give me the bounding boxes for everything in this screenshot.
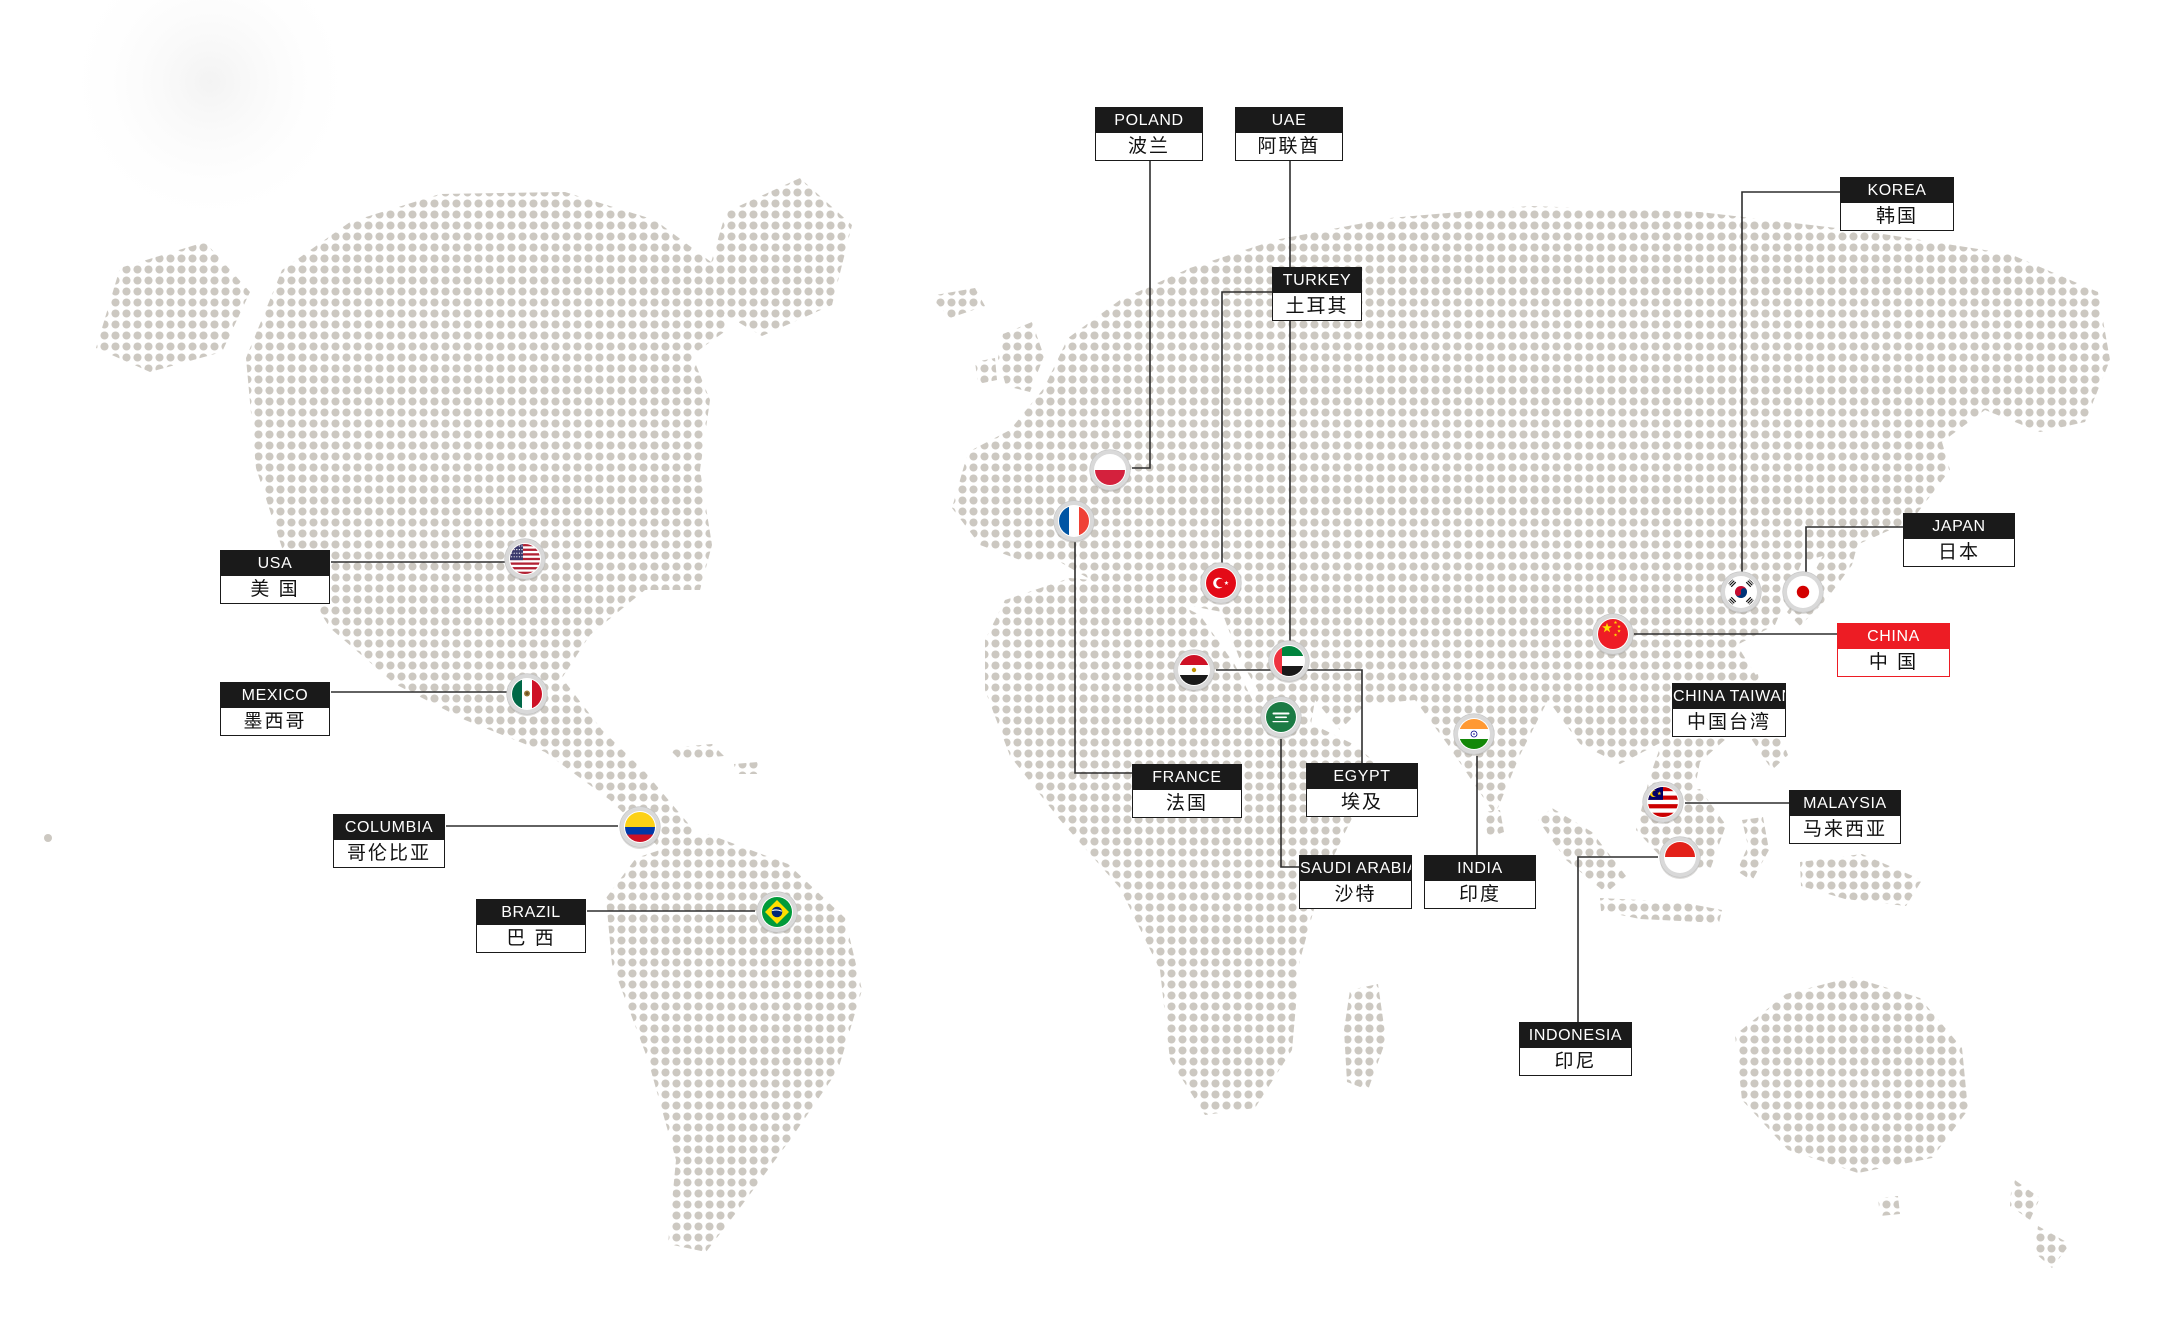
france-connector-line <box>1074 542 1132 774</box>
china-taiwan-label: CHINA TAIWAN 中国台湾 <box>1672 683 1786 737</box>
china-flag-icon <box>1592 613 1634 656</box>
indonesia-label-zh: 印尼 <box>1554 1051 1597 1072</box>
poland-label-en: POLAND <box>1096 108 1202 133</box>
china-map-pin[interactable] <box>1591 612 1635 656</box>
france-label-zh: 法国 <box>1165 793 1208 814</box>
indonesia-map-pin[interactable] <box>1658 835 1702 879</box>
brazil-label-zh: 巴 西 <box>506 928 556 949</box>
japan-label-en: JAPAN <box>1904 514 2014 539</box>
korea-map-pin[interactable] <box>1719 570 1763 614</box>
china-label: CHINA 中 国 <box>1837 623 1950 677</box>
india-label: INDIA 印度 <box>1424 855 1536 909</box>
china-label-en: CHINA <box>1838 624 1949 649</box>
mexico-label-zh: 墨西哥 <box>243 711 307 732</box>
egypt-label: EGYPT 埃及 <box>1306 763 1418 817</box>
brazil-label-en: BRAZIL <box>477 900 585 925</box>
turkey-label-en: TURKEY <box>1273 268 1361 293</box>
columbia-flag-icon <box>619 806 661 849</box>
saudi-arabia-label: SAUDI ARABIA 沙特 <box>1299 855 1412 909</box>
brazil-flag-icon <box>756 891 798 934</box>
korea-label: KOREA 韩国 <box>1840 177 1954 231</box>
poland-label: POLAND 波兰 <box>1095 107 1203 161</box>
mexico-flag-icon <box>506 673 548 716</box>
japan-flag-icon <box>1782 571 1824 614</box>
uae-label-zh: 阿联酋 <box>1257 136 1321 157</box>
turkey-flag-icon <box>1200 562 1242 605</box>
turkey-label-zh: 土耳其 <box>1285 296 1349 317</box>
indonesia-label-en: INDONESIA <box>1520 1023 1631 1048</box>
malaysia-label: MALAYSIA 马来西亚 <box>1789 790 1901 844</box>
uae-label-en: UAE <box>1236 108 1342 133</box>
mexico-map-pin[interactable] <box>505 672 549 716</box>
malaysia-map-pin[interactable] <box>1641 780 1685 824</box>
brazil-label: BRAZIL 巴 西 <box>476 899 586 953</box>
turkey-map-pin[interactable] <box>1199 561 1243 605</box>
korea-label-zh: 韩国 <box>1875 206 1918 227</box>
uae-map-pin[interactable] <box>1267 639 1311 683</box>
mexico-label-en: MEXICO <box>221 683 329 708</box>
columbia-map-pin[interactable] <box>618 805 662 849</box>
indonesia-label: INDONESIA 印尼 <box>1519 1022 1632 1076</box>
malaysia-flag-icon <box>1642 781 1684 824</box>
japan-map-pin[interactable] <box>1781 570 1825 614</box>
poland-connector-line <box>1132 161 1151 469</box>
poland-flag-icon <box>1089 449 1131 492</box>
malaysia-label-zh: 马来西亚 <box>1802 819 1887 840</box>
korea-label-en: KOREA <box>1841 178 1953 203</box>
japan-label-zh: 日本 <box>1937 542 1980 563</box>
france-map-pin[interactable] <box>1052 499 1096 543</box>
saudi-arabia-label-zh: 沙特 <box>1334 884 1377 905</box>
france-flag-icon <box>1053 500 1095 543</box>
usa-label-en: USA <box>221 551 329 576</box>
indonesia-flag-icon <box>1659 836 1701 879</box>
columbia-label-en: COLUMBIA <box>334 815 444 840</box>
turkey-connector-line <box>1221 291 1272 563</box>
usa-label: USA 美 国 <box>220 550 330 604</box>
india-label-en: INDIA <box>1425 856 1535 881</box>
background-smudge <box>60 0 360 232</box>
korea-connector-line <box>1741 191 1840 572</box>
saudi-arabia-connector-line <box>1280 739 1299 868</box>
mexico-label: MEXICO 墨西哥 <box>220 682 330 736</box>
usa-label-zh: 美 国 <box>250 579 300 600</box>
egypt-map-pin[interactable] <box>1172 648 1216 692</box>
china-label-zh: 中 国 <box>1868 652 1919 673</box>
turkey-label: TURKEY 土耳其 <box>1272 267 1362 321</box>
france-label-en: FRANCE <box>1133 765 1241 790</box>
poland-label-zh: 波兰 <box>1127 136 1170 157</box>
egypt-label-en: EGYPT <box>1307 764 1417 789</box>
india-flag-icon <box>1453 713 1495 756</box>
columbia-label-zh: 哥伦比亚 <box>346 843 431 864</box>
usa-map-pin[interactable] <box>503 537 547 581</box>
usa-flag-icon <box>504 538 546 581</box>
india-map-pin[interactable] <box>1452 712 1496 756</box>
brazil-map-pin[interactable] <box>755 890 799 934</box>
china-taiwan-label-zh: 中国台湾 <box>1686 712 1771 733</box>
india-label-zh: 印度 <box>1458 884 1501 905</box>
columbia-label: COLUMBIA 哥伦比亚 <box>333 814 445 868</box>
egypt-connector-line <box>1216 669 1363 763</box>
japan-label: JAPAN 日本 <box>1903 513 2015 567</box>
uae-flag-icon <box>1268 640 1310 683</box>
egypt-label-zh: 埃及 <box>1340 792 1383 813</box>
france-label: FRANCE 法国 <box>1132 764 1242 818</box>
saudi-arabia-flag-icon <box>1260 696 1302 739</box>
malaysia-label-en: MALAYSIA <box>1790 791 1900 816</box>
poland-map-pin[interactable] <box>1088 448 1132 492</box>
china-taiwan-label-en: CHINA TAIWAN <box>1673 684 1785 709</box>
japan-connector-line <box>1805 526 1903 572</box>
indonesia-connector-line <box>1577 856 1658 1022</box>
uae-label: UAE 阿联酋 <box>1235 107 1343 161</box>
korea-flag-icon <box>1720 571 1762 614</box>
egypt-flag-icon <box>1173 649 1215 692</box>
saudi-arabia-map-pin[interactable] <box>1259 695 1303 739</box>
saudi-arabia-label-en: SAUDI ARABIA <box>1300 856 1411 881</box>
